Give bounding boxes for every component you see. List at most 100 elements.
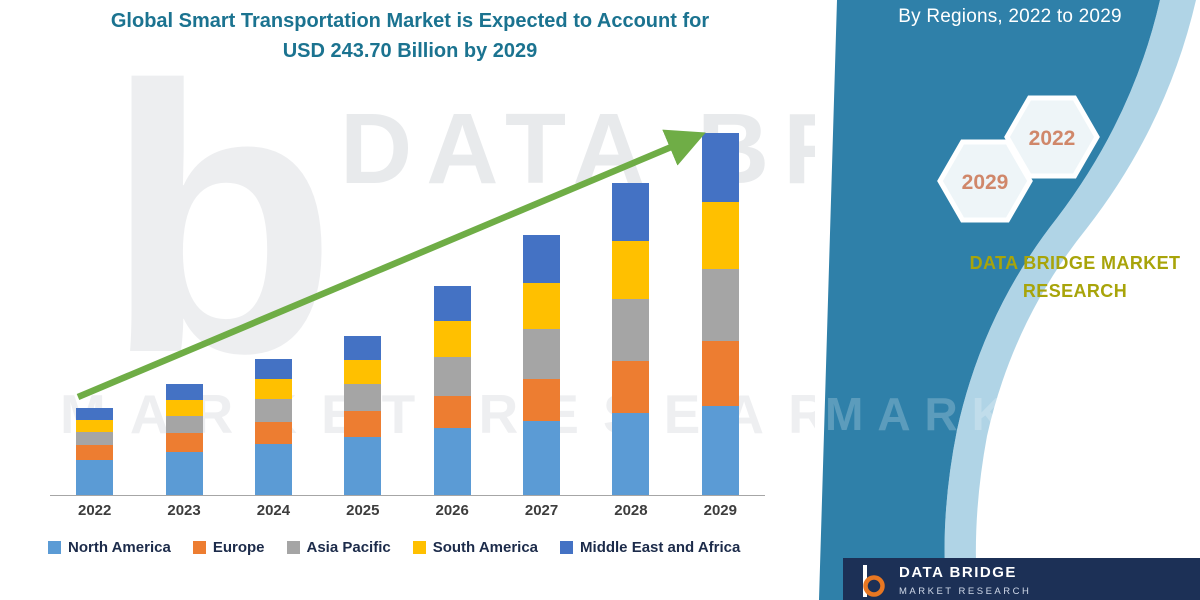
segment-asia-pacific (76, 431, 114, 446)
segment-europe (165, 433, 203, 452)
chart-title-line2: USD 243.70 Billion by 2029 (282, 40, 538, 62)
band-watermark-text: MARKET RESEARCH (825, 388, 1200, 440)
segment-asia-pacific (701, 269, 739, 341)
legend-label: North America (68, 539, 171, 556)
bar-column-2022 (50, 123, 139, 495)
legend-item-asia-pacific: Asia Pacific (286, 539, 391, 556)
stacked-bar-2022 (76, 407, 114, 495)
band-light-stripe (944, 0, 1196, 600)
plot-area (50, 123, 765, 496)
stacked-bar-2028 (612, 183, 650, 495)
segment-north-america (254, 443, 292, 495)
watermark-logo-b: b (105, 7, 338, 432)
segment-europe (344, 411, 382, 438)
x-axis-label: 2026 (435, 502, 469, 519)
segment-north-america (433, 428, 471, 495)
legend: North America Europe Asia Pacific South Ame… (48, 539, 793, 556)
legend-item-middle-east-and-africa: Middle East and Africa (560, 539, 740, 556)
segment-asia-pacific (433, 356, 471, 396)
logo-text: DATA BRIDGE MARKET RESEARCH (899, 564, 1032, 597)
bar-column-2026 (408, 123, 497, 495)
logo-name: DATA BRIDGE (899, 564, 1017, 581)
trend-arrow (76, 129, 706, 400)
bar-column-2025 (318, 123, 407, 495)
stacked-bar-2027 (523, 235, 561, 495)
legend-swatch (412, 541, 426, 554)
right-panel: MARKET RESEARCH 2029 2022 By Regions, 20… (815, 0, 1200, 600)
segment-asia-pacific (254, 399, 292, 422)
band-graphic: MARKET RESEARCH 2029 2022 (819, 0, 1200, 600)
segment-europe (254, 421, 292, 444)
segment-middle-east-and-africa (701, 133, 739, 203)
logo-tagline: MARKET RESEARCH (899, 585, 1032, 597)
segment-middle-east-and-africa (165, 384, 203, 400)
watermark-secondary-text: MARKET RESEARCH (60, 383, 980, 445)
segment-north-america (344, 437, 382, 495)
segment-south-america (344, 359, 382, 384)
legend-label: Asia Pacific (306, 539, 391, 556)
legend-item-south-america: South America (412, 539, 539, 556)
bar-column-2027 (497, 123, 586, 495)
segment-south-america (76, 419, 114, 432)
x-axis-label: 2022 (78, 502, 112, 519)
segment-asia-pacific (523, 328, 561, 380)
segment-asia-pacific (344, 383, 382, 412)
segment-south-america (523, 282, 561, 329)
legend-swatch (48, 541, 61, 554)
x-axis-label: 2023 (167, 502, 201, 519)
logo-b-icon (863, 565, 885, 597)
segment-north-america (165, 451, 203, 495)
stacked-bar-2023 (165, 384, 203, 495)
bar-column-2024 (229, 123, 318, 495)
segment-south-america (433, 321, 471, 357)
brand-text-line2: RESEARCH (1022, 280, 1128, 301)
hexagon-2022 (1004, 95, 1100, 179)
segment-europe (76, 445, 114, 461)
x-axis-label: 2027 (524, 502, 559, 519)
legend-item-north-america: North America (48, 539, 171, 556)
legend-swatch (192, 541, 206, 554)
segment-asia-pacific (165, 415, 203, 434)
legend-label: Middle East and Africa (580, 539, 741, 556)
logo-strip: DATA BRIDGE MARKET RESEARCH (843, 558, 1200, 600)
segment-asia-pacific (612, 298, 650, 362)
x-axis-label: 2025 (346, 502, 380, 519)
x-axis-label: 2028 (614, 502, 648, 519)
segment-middle-east-and-africa (76, 407, 114, 420)
segment-europe (433, 395, 471, 429)
bar-column-2023 (139, 123, 228, 495)
bar-column-2028 (586, 123, 675, 495)
brand-text-line1: DATA BRIDGE MARKET (969, 253, 1181, 273)
stacked-bar-2029 (701, 133, 739, 495)
brand-text: DATA BRIDGE MARKET RESEARCH (965, 250, 1185, 306)
x-axis-label: 2024 (256, 502, 291, 519)
segment-middle-east-and-africa (344, 336, 382, 360)
segment-south-america (612, 241, 650, 299)
stacked-bar-2026 (433, 286, 471, 495)
hexagon-2022-label: 2022 (1029, 127, 1076, 150)
stacked-bar-2025 (344, 336, 382, 495)
segment-south-america (254, 379, 292, 400)
segment-north-america (76, 460, 114, 495)
legend-label: South America (432, 539, 539, 556)
legend-swatch (286, 541, 300, 554)
bar-column-2029 (676, 123, 765, 495)
segment-europe (612, 361, 650, 414)
segment-north-america (523, 420, 561, 495)
segment-north-america (701, 405, 739, 495)
segment-middle-east-and-africa (433, 286, 471, 322)
chart-title: Global Smart Transportation Market is Ex… (30, 6, 790, 66)
x-axis-labels: 2022 2023 2024 2025 2026 2027 2028 2029 (50, 502, 765, 519)
legend-swatch (560, 541, 574, 554)
segment-middle-east-and-africa (523, 235, 561, 283)
segment-europe (701, 340, 739, 406)
legend-item-europe: Europe (192, 539, 265, 556)
panel-heading: By Regions, 2022 to 2029 (898, 6, 1122, 27)
segment-north-america (612, 413, 650, 495)
x-axis-label: 2029 (703, 502, 737, 519)
hexagon-2029-label: 2029 (962, 171, 1009, 194)
stacked-bar-2024 (254, 359, 292, 495)
segment-south-america (701, 202, 739, 270)
legend-label: Europe (212, 539, 265, 556)
chart-title-line1: Global Smart Transportation Market is Ex… (110, 10, 710, 32)
